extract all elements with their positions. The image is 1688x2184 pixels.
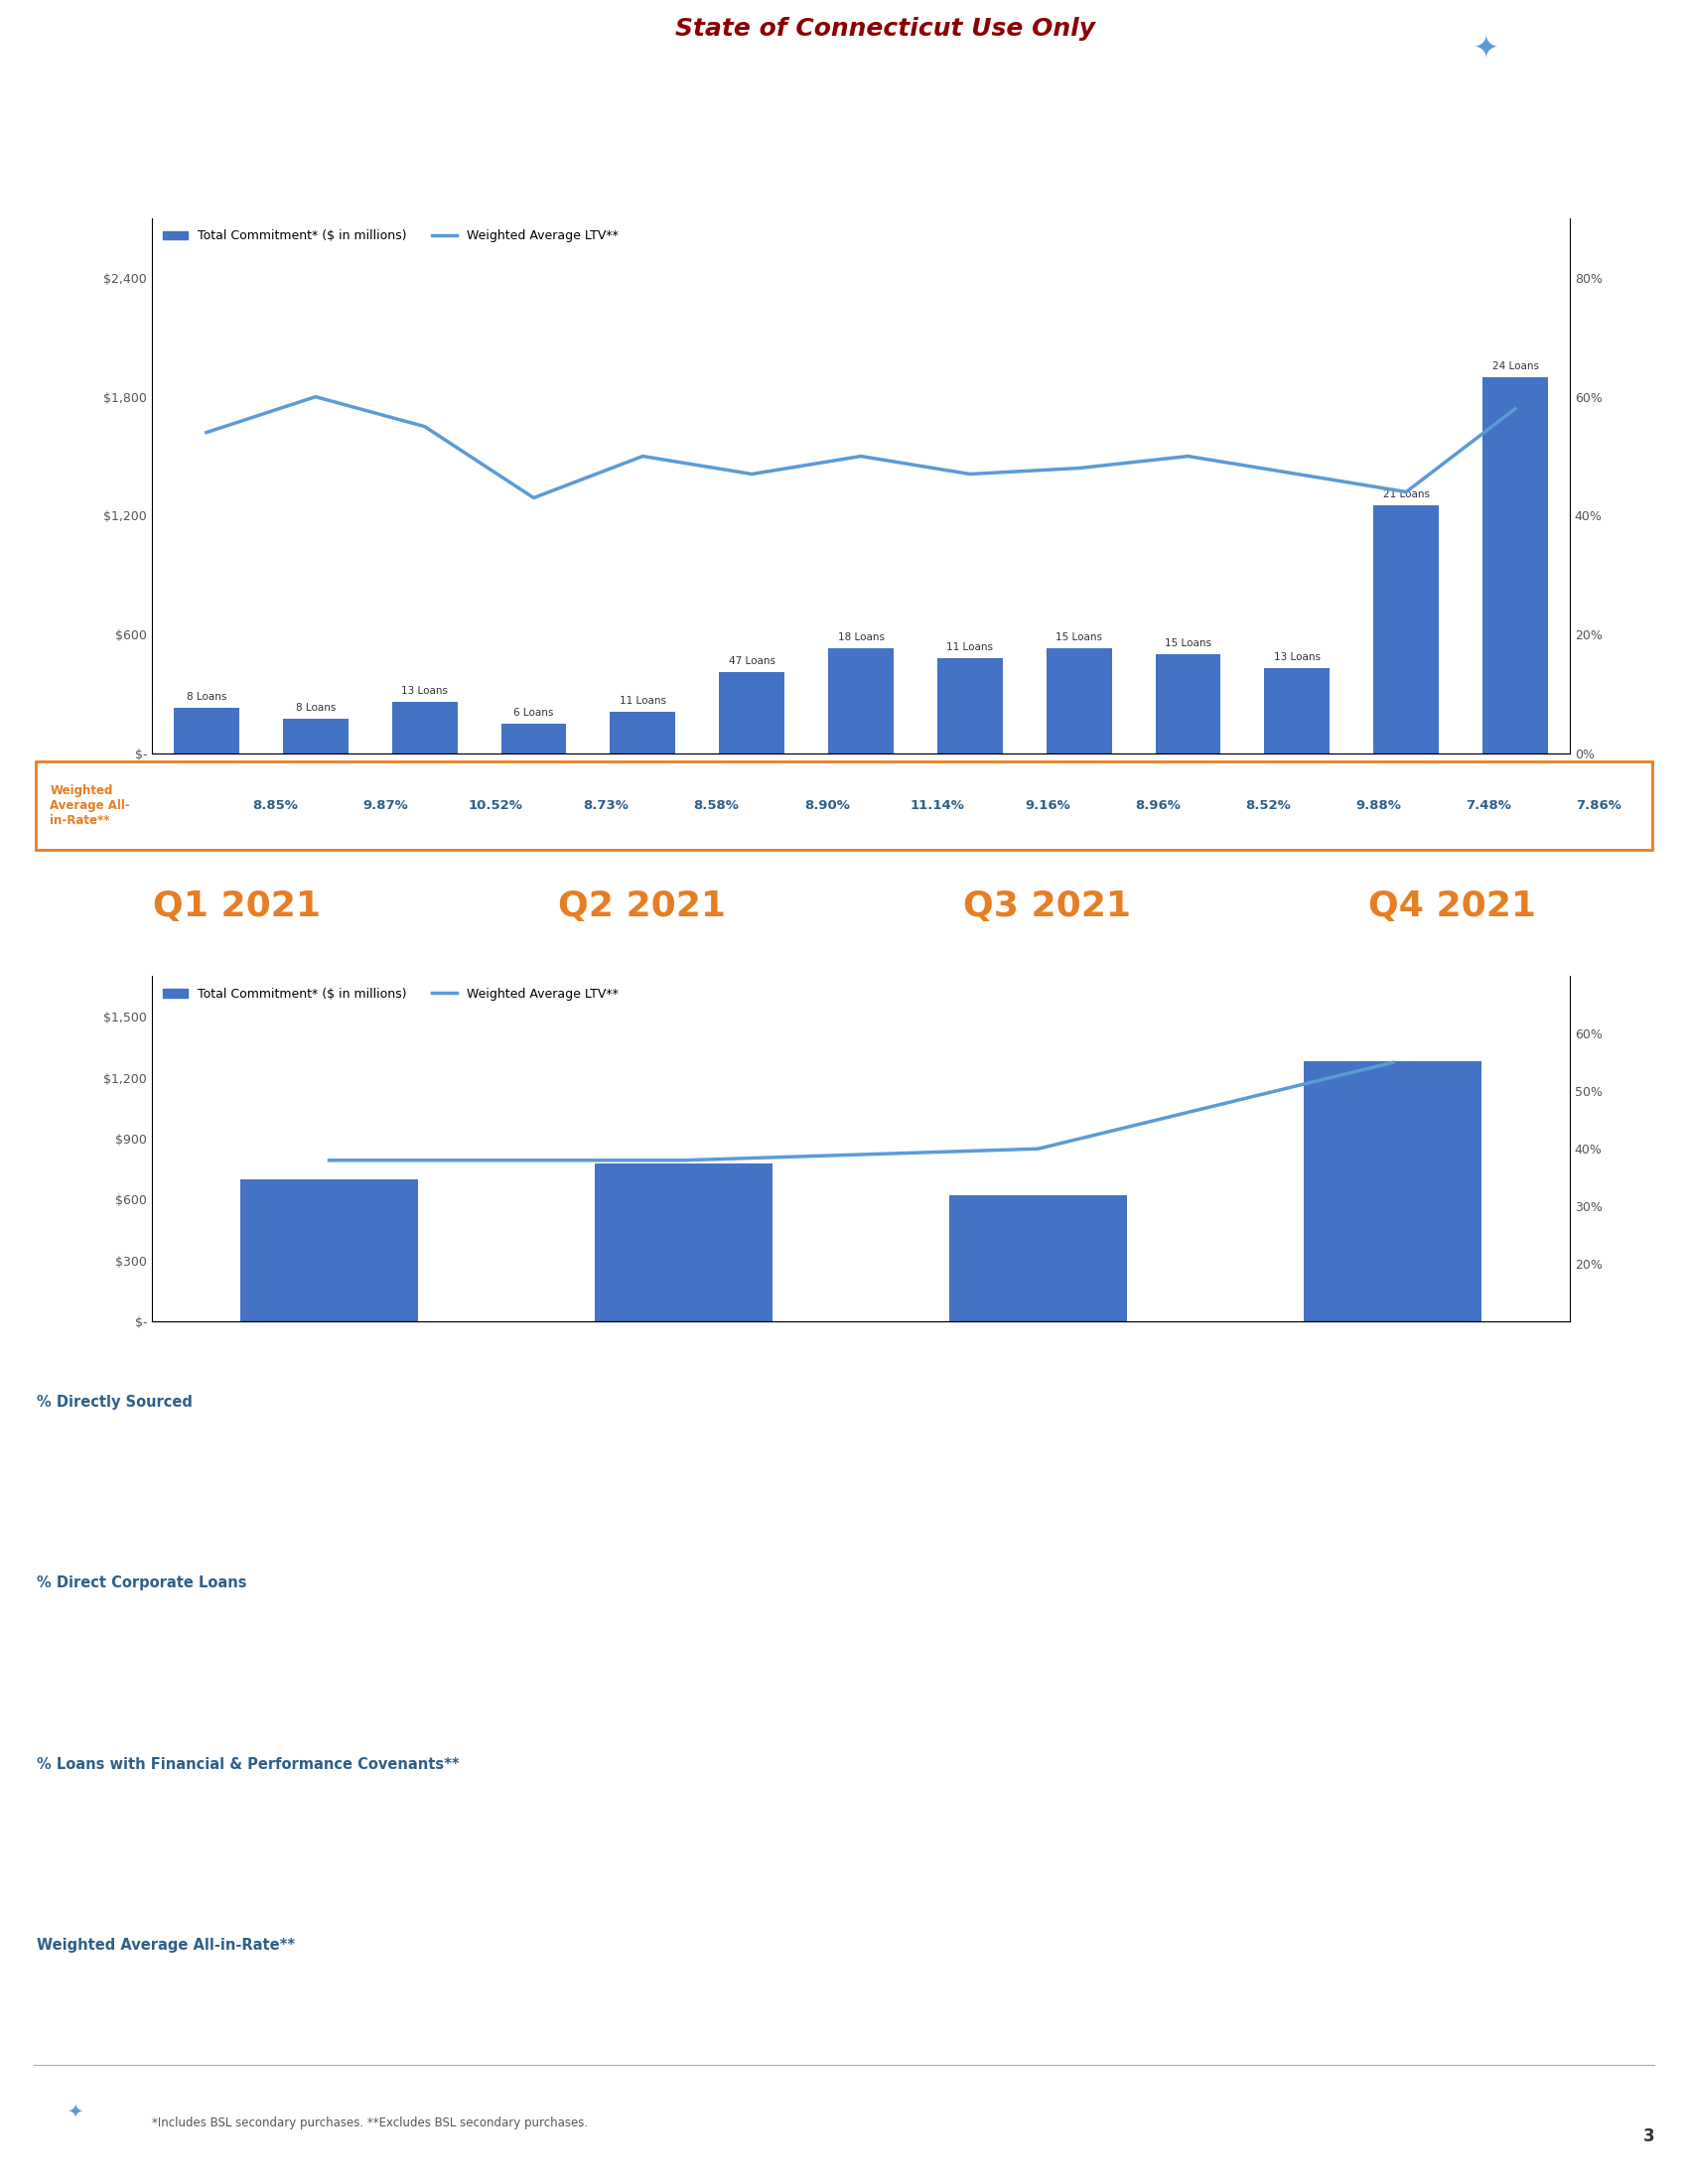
Text: 8.73%: 8.73%	[584, 799, 630, 812]
Text: % Direct Corporate Loans: % Direct Corporate Loans	[37, 1575, 246, 1590]
Text: 13 Loans: 13 Loans	[1274, 653, 1320, 662]
Text: 15 Loans: 15 Loans	[1055, 633, 1102, 642]
Text: 8.52%: 8.52%	[1246, 799, 1291, 812]
Bar	[1374, 507, 1438, 753]
Text: 69%: 69%	[618, 1450, 665, 1468]
Bar	[1264, 668, 1330, 753]
Text: 7.48%: 7.48%	[1465, 799, 1511, 812]
Text: Weighted Average All-in-Rate**: Weighted Average All-in-Rate**	[37, 1937, 295, 1952]
Bar	[240, 1179, 417, 1321]
Legend: Total Commitment* ($ in millions), Weighted Average LTV**: Total Commitment* ($ in millions), Weigh…	[159, 983, 623, 1005]
Text: 11 Loans: 11 Loans	[947, 642, 993, 653]
Text: 58%: 58%	[213, 1450, 260, 1468]
Text: Weighted
Average All-
in-Rate**: Weighted Average All- in-Rate**	[51, 784, 130, 828]
FancyBboxPatch shape	[35, 762, 1653, 850]
Text: Q3 2021: Q3 2021	[962, 889, 1131, 924]
Text: 9.88%: 9.88%	[1355, 799, 1401, 812]
Text: 7.86%: 7.86%	[1418, 1994, 1485, 2011]
Text: 13 Loans: 13 Loans	[402, 686, 447, 697]
Bar	[284, 719, 348, 753]
Text: 9.87%: 9.87%	[363, 799, 408, 812]
Text: 91%: 91%	[213, 1813, 260, 1830]
Text: Q1 2021: Q1 2021	[152, 889, 321, 924]
Text: 18 Loans: 18 Loans	[837, 633, 885, 642]
Bar	[392, 701, 457, 753]
Text: 10.52%: 10.52%	[469, 799, 523, 812]
Text: 47 Loans: 47 Loans	[729, 657, 775, 666]
Text: 9.88%: 9.88%	[608, 1994, 675, 2011]
Text: 7.86%: 7.86%	[1577, 799, 1622, 812]
Text: 8.52%: 8.52%	[203, 1994, 270, 2011]
Text: State of Connecticut Use Only: State of Connecticut Use Only	[675, 17, 1096, 41]
Text: 6 Loans: 6 Loans	[513, 708, 554, 719]
Bar	[609, 712, 675, 753]
Text: 85%: 85%	[1428, 1813, 1475, 1830]
Text: 8.58%: 8.58%	[694, 799, 739, 812]
Text: ✦: ✦	[66, 2101, 83, 2121]
Text: F O R T R E S S: F O R T R E S S	[1496, 39, 1644, 57]
Text: 52%: 52%	[618, 1631, 665, 1649]
Text: 8 Loans: 8 Loans	[186, 692, 226, 701]
Bar	[719, 673, 785, 753]
Text: 8 Loans: 8 Loans	[295, 703, 336, 712]
Bar	[501, 723, 567, 753]
Text: 47%: 47%	[1428, 1450, 1475, 1468]
Bar	[1155, 655, 1220, 753]
Text: Q4 2021: Q4 2021	[1367, 889, 1536, 924]
Bar	[594, 1164, 771, 1321]
Text: 7.48%: 7.48%	[1013, 1994, 1080, 2011]
Text: 87%: 87%	[1023, 1813, 1070, 1830]
Bar	[174, 708, 240, 753]
Text: % Loans with Financial & Performance Covenants**: % Loans with Financial & Performance Cov…	[37, 1756, 459, 1771]
Bar	[937, 657, 1003, 753]
Text: % Directly Sourced: % Directly Sourced	[37, 1393, 192, 1409]
Text: *Includes BSL secondary purchases. **Excludes BSL secondary purchases.: *Includes BSL secondary purchases. **Exc…	[152, 2116, 587, 2129]
Text: 3: 3	[1642, 2127, 1654, 2145]
Text: ✦: ✦	[1472, 33, 1499, 63]
Text: 24 Loans: 24 Loans	[1492, 360, 1539, 371]
Text: 48%: 48%	[1023, 1631, 1070, 1649]
Text: Fortress Lending Fund III: Fortress Lending Fund III	[34, 31, 540, 66]
Text: 11 Loans: 11 Loans	[619, 697, 667, 705]
Text: 55%: 55%	[1023, 1450, 1070, 1468]
Bar	[1303, 1061, 1482, 1321]
Legend: Total Commitment* ($ in millions), Weighted Average LTV**: Total Commitment* ($ in millions), Weigh…	[159, 225, 623, 247]
Bar	[949, 1195, 1128, 1321]
Bar	[1047, 649, 1112, 753]
Bar	[1482, 378, 1548, 753]
Text: 8.96%: 8.96%	[1134, 799, 1180, 812]
Text: 11.14%: 11.14%	[910, 799, 964, 812]
Text: 15 Loans: 15 Loans	[1165, 638, 1212, 649]
Text: FORTRESS: FORTRESS	[68, 2145, 110, 2153]
Text: 79%: 79%	[1428, 1631, 1475, 1649]
Text: 8.90%: 8.90%	[803, 799, 849, 812]
Text: 75%: 75%	[618, 1813, 665, 1830]
Text: Combined Fortress Lending Fund I & Fortress Lending Fund II Metrics: Combined Fortress Lending Fund I & Fortr…	[66, 133, 1040, 155]
Text: 67%: 67%	[213, 1631, 260, 1649]
Text: Q2 2021: Q2 2021	[557, 889, 726, 924]
Text: 9.16%: 9.16%	[1025, 799, 1070, 812]
Text: 21 Loans: 21 Loans	[1382, 489, 1430, 500]
Text: 8.85%: 8.85%	[253, 799, 299, 812]
Bar	[829, 649, 893, 753]
